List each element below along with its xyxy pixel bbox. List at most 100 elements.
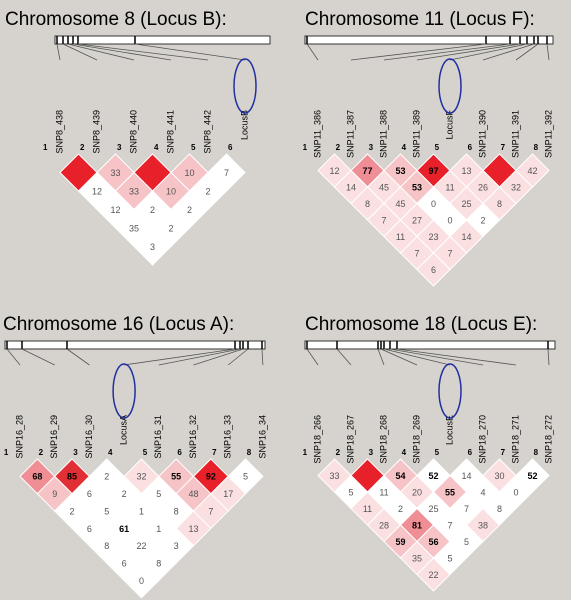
ld-value: 10 — [184, 168, 194, 178]
ld-value: 5 — [447, 553, 452, 563]
marker-connector — [124, 348, 236, 366]
ld-cell — [416, 557, 451, 592]
marker-index: 3 — [117, 143, 122, 152]
ld-value: 56 — [428, 537, 438, 547]
ld-value: 8 — [497, 504, 502, 514]
marker-index: 7 — [212, 448, 217, 457]
marker-label: SNP8_438 — [54, 110, 64, 154]
locus-highlight — [438, 363, 462, 419]
marker-connector — [383, 348, 451, 366]
marker-index: 7 — [501, 448, 506, 457]
ld-value: 13 — [188, 524, 198, 534]
ld-value: 10 — [166, 186, 176, 196]
marker-index: 6 — [177, 448, 182, 457]
ld-value: 11 — [379, 487, 388, 497]
ld-value: 12 — [329, 166, 339, 176]
marker-connector — [62, 43, 98, 61]
ld-value: 52 — [527, 471, 537, 481]
marker-connector — [482, 43, 535, 61]
marker-label: SNP16_29 — [49, 415, 59, 459]
marker-connector — [416, 43, 521, 61]
ld-panel: Chromosome 11 (Locus F): SNP11_386 SNP11_3… — [303, 9, 554, 287]
ld-value: 33 — [129, 186, 139, 196]
chromosome-bar — [304, 35, 554, 45]
marker-label: LocusB — [239, 110, 249, 140]
marker-index: 1 — [4, 448, 9, 457]
ld-value: 42 — [527, 166, 537, 176]
marker-label: SNP16_30 — [84, 415, 94, 459]
ld-value: 5 — [348, 487, 353, 497]
ld-value: 48 — [188, 489, 198, 499]
marker-connector — [449, 43, 528, 61]
ld-value: 54 — [395, 471, 405, 481]
marker-label: SNP16_31 — [153, 415, 163, 459]
marker-connector — [66, 348, 90, 366]
ld-value: 4 — [480, 487, 485, 497]
ld-value: 33 — [329, 471, 339, 481]
ld-value: 2 — [398, 504, 403, 514]
marker-label: SNP18_272 — [543, 415, 553, 464]
marker-connector — [56, 43, 61, 61]
marker-label: SNP16_32 — [188, 415, 198, 459]
locus-highlight — [438, 58, 462, 114]
ld-value: 7 — [381, 215, 386, 225]
ld-value: 59 — [395, 537, 405, 547]
marker-index: 6 — [468, 448, 473, 457]
ld-value: 23 — [428, 232, 438, 242]
marker-label: SNP16_34 — [257, 415, 267, 459]
marker-label: SNP16_33 — [223, 415, 233, 459]
ld-value: 97 — [428, 166, 438, 176]
ld-value: 28 — [379, 520, 389, 530]
ld-value: 92 — [206, 472, 216, 482]
marker-index: 3 — [369, 143, 374, 152]
marker-connector — [546, 43, 550, 61]
ld-value: 3 — [174, 541, 179, 551]
ld-value: 27 — [412, 215, 422, 225]
marker-index: 2 — [39, 448, 44, 457]
ld-value: 22 — [136, 541, 146, 551]
ld-value: 5 — [156, 489, 161, 499]
ld-value: 12 — [110, 205, 120, 215]
ld-value: 35 — [129, 223, 139, 233]
ld-value: 2 — [205, 186, 210, 196]
ld-value: 7 — [208, 506, 213, 516]
ld-value: 7 — [464, 504, 469, 514]
marker-label: SNP11_388 — [378, 110, 388, 158]
ld-panel: Chromosome 16 (Locus A): SNP16_28 SNP16_29… — [3, 314, 267, 599]
marker-connector — [77, 43, 209, 61]
ld-value: 3 — [150, 242, 155, 252]
marker-index: 2 — [80, 143, 85, 152]
marker-connector — [306, 348, 319, 366]
chromosome-bar — [54, 35, 271, 45]
ld-value: 33 — [110, 168, 120, 178]
ld-cell — [133, 227, 172, 266]
marker-index: 3 — [369, 448, 374, 457]
ld-cell — [416, 252, 451, 287]
ld-value: 0 — [139, 576, 144, 586]
marker-index: 4 — [402, 448, 407, 457]
marker-connector — [21, 348, 55, 366]
marker-index: 5 — [191, 143, 196, 152]
marker-label: SNP18_271 — [510, 415, 520, 464]
ld-value: 81 — [412, 520, 422, 530]
ld-value: 7 — [447, 520, 452, 530]
marker-connector — [227, 348, 249, 366]
marker-connector — [396, 348, 517, 366]
ld-value: 35 — [412, 553, 422, 563]
marker-connector — [72, 43, 172, 61]
marker-index: 2 — [336, 448, 341, 457]
marker-label: SNP18_270 — [477, 415, 487, 464]
marker-connector — [383, 43, 511, 61]
ld-value: 53 — [395, 166, 405, 176]
marker-index: 6 — [228, 143, 233, 152]
marker-label: SNP11_392 — [543, 110, 553, 158]
ld-value: 45 — [379, 182, 389, 192]
marker-index: 7 — [501, 143, 506, 152]
ld-cell — [123, 562, 160, 599]
ld-value: 22 — [428, 570, 438, 580]
ld-value: 6 — [87, 524, 92, 534]
ld-value: 5 — [464, 537, 469, 547]
marker-index: 6 — [468, 143, 473, 152]
ld-value: 0 — [431, 199, 436, 209]
ld-value: 1 — [139, 506, 144, 516]
